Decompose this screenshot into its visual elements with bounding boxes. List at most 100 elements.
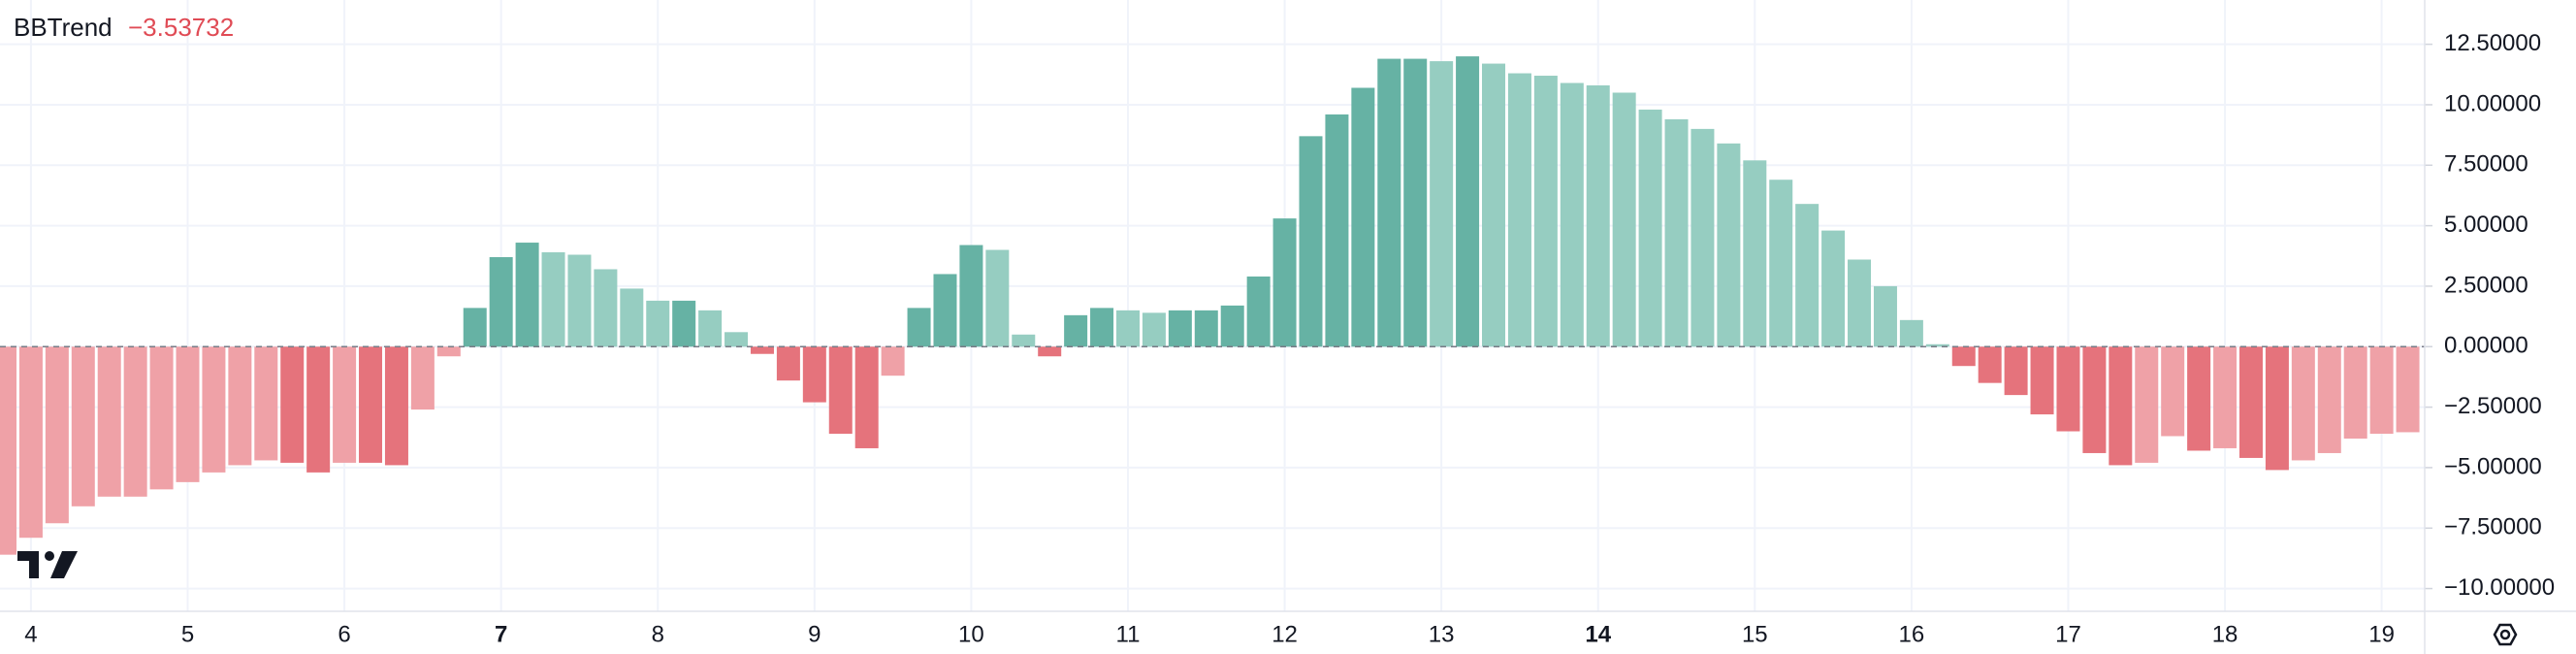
bar	[18, 346, 43, 539]
y-tick-label: −10.00000	[2444, 574, 2555, 601]
bar	[2082, 346, 2107, 453]
bar	[1090, 308, 1114, 347]
bar	[2343, 346, 2367, 439]
y-tick-label: 10.00000	[2444, 90, 2541, 116]
bar	[1115, 310, 1140, 347]
settings-icon[interactable]	[2493, 623, 2518, 646]
bar	[776, 346, 800, 381]
x-tick-label: 16	[1899, 621, 1925, 647]
bar	[176, 346, 200, 482]
bar	[384, 346, 408, 466]
bar	[567, 254, 592, 347]
bar	[1377, 58, 1401, 347]
bar	[410, 346, 435, 410]
bar	[1220, 305, 1244, 347]
bar	[620, 288, 644, 347]
bar	[1430, 61, 1454, 347]
bar	[489, 257, 513, 347]
y-tick-label: 2.50000	[2444, 272, 2528, 298]
bar	[1246, 276, 1271, 347]
x-tick-label: 15	[1742, 621, 1768, 647]
bar	[541, 252, 565, 347]
bar	[2135, 346, 2159, 463]
bar	[1064, 314, 1088, 347]
bar	[436, 346, 461, 357]
bar	[1873, 285, 1897, 347]
x-tick-label: 9	[808, 621, 821, 647]
bar	[1168, 310, 1192, 347]
bar	[985, 249, 1010, 347]
bar	[359, 346, 383, 463]
bar	[750, 346, 774, 354]
bar	[881, 346, 905, 376]
x-tick-label: 12	[1272, 621, 1298, 647]
bar	[1978, 346, 2002, 383]
bar	[1690, 128, 1715, 347]
bar	[802, 346, 826, 403]
bar	[123, 346, 147, 497]
bar	[2369, 346, 2394, 435]
bar	[1743, 160, 1767, 347]
bar	[2291, 346, 2315, 461]
logo	[17, 551, 78, 578]
bar	[333, 346, 357, 463]
x-tick-label: 10	[958, 621, 984, 647]
bar	[1038, 346, 1062, 357]
bar	[2238, 346, 2263, 458]
bar	[97, 346, 121, 497]
x-tick-label: 7	[495, 621, 507, 647]
bar	[0, 346, 16, 555]
bar	[2396, 346, 2420, 433]
bar	[463, 308, 487, 347]
bar	[45, 346, 69, 524]
bar	[2030, 346, 2054, 415]
bar	[1848, 259, 1872, 347]
bar	[1638, 109, 1662, 347]
bar	[1769, 180, 1793, 347]
x-tick-label: 8	[652, 621, 664, 647]
bar	[1194, 310, 1218, 347]
bar	[1586, 85, 1610, 347]
bar	[1507, 73, 1531, 347]
bar	[280, 346, 305, 463]
grid	[0, 0, 2425, 611]
y-tick-label: 7.50000	[2444, 151, 2528, 178]
bar	[1821, 230, 1846, 347]
bar	[1351, 87, 1375, 347]
bar	[1403, 58, 1428, 347]
x-tick-label: 18	[2212, 621, 2238, 647]
bar	[202, 346, 226, 473]
bar	[2056, 346, 2080, 432]
bar	[1299, 136, 1323, 347]
x-tick-label: 14	[1585, 621, 1611, 647]
bar	[1951, 346, 1976, 367]
bar	[854, 346, 879, 448]
bar	[2187, 346, 2211, 451]
bar	[1482, 63, 1506, 347]
bar	[228, 346, 252, 466]
y-tick-label: 5.00000	[2444, 212, 2528, 238]
bar	[594, 269, 618, 347]
bar	[959, 245, 983, 347]
bar	[1012, 334, 1036, 347]
bar	[1142, 312, 1166, 347]
bar	[149, 346, 174, 490]
x-tick-label: 13	[1429, 621, 1455, 647]
bar	[1560, 82, 1584, 347]
bar	[646, 300, 670, 347]
bar	[1795, 204, 1819, 347]
y-tick-label: −7.50000	[2444, 514, 2542, 540]
bar	[1272, 218, 1297, 347]
bar	[2109, 346, 2133, 466]
bar	[1899, 319, 1923, 347]
y-tick-label: 0.00000	[2444, 333, 2528, 359]
bar	[1925, 343, 1949, 347]
bar	[1664, 118, 1689, 347]
y-tick-label: 12.50000	[2444, 30, 2541, 56]
bar	[724, 332, 749, 347]
bar	[1325, 114, 1349, 347]
x-tick-label: 6	[338, 621, 350, 647]
bar	[672, 300, 696, 347]
